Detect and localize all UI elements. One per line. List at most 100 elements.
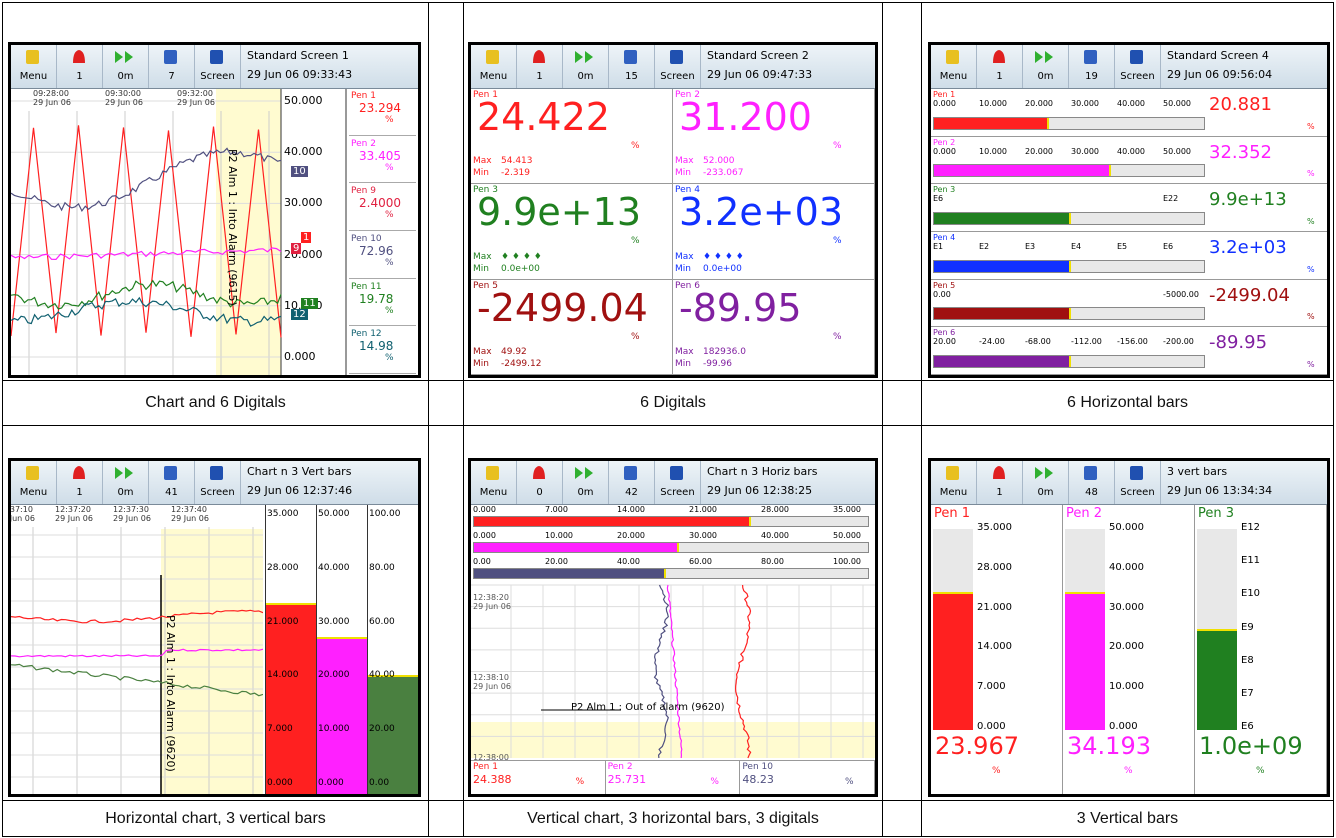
scale-label: E9 [1241,622,1254,633]
pen-unit: % [833,141,842,151]
toolbar-button[interactable]: 1 [57,461,103,504]
toolbar-button[interactable]: 1 [57,45,103,88]
bar-row: Pen 3E6E229.9e+13% [931,184,1327,232]
screen-panel: Menu10m48Screen3 vert bars29 Jun 06 13:3… [928,458,1330,797]
pen-unit: % [385,163,394,173]
scale-label: 20.000 [1109,641,1144,652]
toolbar-button[interactable]: Menu [11,45,57,88]
pen-name: Pen 10 [351,234,382,244]
screen-content: 09:28:0029 Jun 0609:30:0029 Jun 0609:32:… [11,89,418,375]
graphics [609,45,654,69]
toolbar-button[interactable]: 19 [1069,45,1115,88]
max-label: Max [473,156,492,166]
max-label: Max [675,347,694,357]
toolbar-button[interactable]: Menu [471,461,517,504]
bar-fill [934,308,1071,319]
screen-datetime: 29 Jun 06 09:47:33 [707,68,812,81]
min-label: Min [473,168,489,178]
date-label: 29 Jun 06 [473,602,511,611]
scale-label: E10 [1241,588,1260,599]
toolbar-button[interactable]: Menu [11,461,57,504]
pen-name: Pen 3 [1198,506,1234,521]
toolbar-button[interactable]: 1 [977,461,1023,504]
scale-label: 0.000 [284,350,316,363]
toolbar-button[interactable]: 0m [103,461,149,504]
pen-name: Pen 12 [351,329,382,339]
graphics [195,461,240,485]
pen-tag: 12 [291,309,308,320]
pen-value: 2.4000 [359,196,401,210]
toolbar-button[interactable]: Screen [655,45,701,88]
icon [624,466,637,480]
pen-name: Pen 2 [608,762,633,772]
toolbar-button[interactable]: 0m [103,45,149,88]
icon [946,50,959,64]
time-label: 12:37:30 [113,505,149,514]
digital-pen: Pen 6-89.95%Max182936.0Min-99.96 [673,280,875,375]
graphics [1115,45,1160,69]
pen-unit: % [710,777,719,787]
alarm-annotation: P2 Alm 1 : Into Alarm (9615) [226,149,239,306]
toolbar-button[interactable]: 42 [609,461,655,504]
scale-label: 40.000 [284,145,323,158]
vertical-bar: 50.00040.00030.00020.00010.0000.000 [316,505,367,794]
pen-unit: % [1256,766,1265,776]
scale-label: E12 [1241,522,1260,533]
toolbar-button[interactable]: Screen [655,461,701,504]
pen-unit: % [631,141,640,151]
toolbar-button[interactable]: 1 [977,45,1023,88]
scale-label: 0.00 [369,778,389,788]
pen-value: 23.967 [935,732,1019,760]
toolbar-button[interactable]: 0m [563,461,609,504]
digital-pen: Pen 124.388% [471,760,606,794]
toolbar-button[interactable]: 0m [1023,45,1069,88]
toolbar-button[interactable]: 48 [1069,461,1115,504]
scale-label: 20.000 [318,670,350,680]
toolbar-button[interactable]: Menu [471,45,517,88]
alarm-annotation: P2 Alm 1 : Into Alarm (9620) [164,615,177,772]
digital-pen: Pen 39.9e+13%Max♦ ♦ ♦ ♦Min0.0e+00 [471,184,673,279]
graphics [931,461,976,485]
bar-fill [317,637,367,794]
toolbar-button[interactable]: 0 [517,461,563,504]
table-line [2,836,1334,837]
toolbar-button[interactable]: 7 [149,45,195,88]
screen-title: Standard Screen 1 [247,49,349,62]
screen-panel: Menu10m19ScreenStandard Screen 429 Jun 0… [928,42,1330,378]
pen-name: Pen 4 [933,233,955,242]
icon [115,51,133,63]
screen-title: Chart n 3 Horiz bars [707,465,818,478]
toolbar-button[interactable]: 0m [563,45,609,88]
pen-tag: 11 [301,298,318,309]
toolbar-button[interactable]: 41 [149,461,195,504]
graphics [149,461,194,485]
button-label: 0m [563,71,608,82]
max-value: 54.413 [501,156,533,166]
toolbar-button[interactable]: Screen [1115,461,1161,504]
pen-value: 48.23 [742,773,774,786]
toolbar-button[interactable]: Screen [195,45,241,88]
graphics [655,45,700,69]
toolbar-button[interactable]: 1 [517,45,563,88]
toolbar-button[interactable]: Screen [195,461,241,504]
date-label: 29 Jun 06 [105,98,143,107]
scale-label: 28.000 [977,562,1012,573]
time-label: 12:38:20 [473,593,509,602]
bar-fill [368,675,418,794]
icon [993,466,1005,479]
toolbar-button[interactable]: Menu [931,461,977,504]
button-label: 15 [609,71,654,82]
toolbar-button[interactable]: 0m [1023,461,1069,504]
scale-label: 28.000 [267,563,299,573]
toolbar-button[interactable]: Screen [1115,45,1161,88]
screen-datetime: 29 Jun 06 13:34:34 [1167,484,1272,497]
max-value: 52.000 [703,156,735,166]
toolbar-button[interactable]: Menu [931,45,977,88]
button-label: Screen [1115,487,1160,498]
graphics [1023,45,1068,69]
toolbar-button[interactable]: 15 [609,45,655,88]
icon [486,466,499,480]
graphics [517,45,562,69]
